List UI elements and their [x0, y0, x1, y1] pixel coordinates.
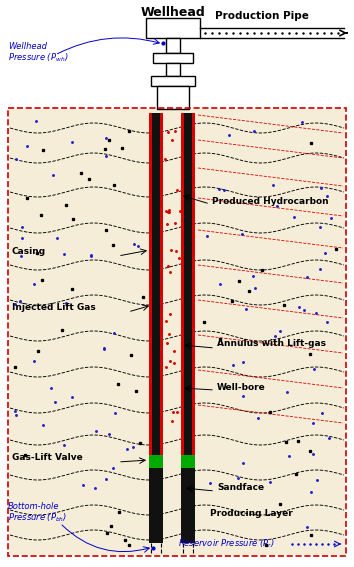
Text: Well-bore: Well-bore — [217, 383, 266, 391]
Bar — [181, 455, 195, 468]
Text: Production Pipe: Production Pipe — [215, 11, 309, 21]
Bar — [8, 108, 346, 556]
Text: Pressure ($P_{wh}$): Pressure ($P_{wh}$) — [8, 51, 68, 64]
Text: Injected Lift Gas: Injected Lift Gas — [12, 303, 96, 312]
Text: Producing Layer: Producing Layer — [210, 510, 293, 518]
Text: Bottom-hole: Bottom-hole — [8, 502, 59, 511]
Text: Gas-Lift Valve: Gas-Lift Valve — [12, 454, 83, 463]
Text: Pressure ($P_{bh}$): Pressure ($P_{bh}$) — [8, 511, 67, 523]
Text: Reservoir Pressure ($P_r$): Reservoir Pressure ($P_r$) — [178, 538, 275, 550]
Bar — [151, 76, 195, 86]
Text: Wellhead: Wellhead — [141, 6, 205, 19]
Bar — [149, 455, 163, 468]
Text: Wellhead: Wellhead — [8, 42, 47, 51]
Bar — [153, 53, 193, 63]
Bar — [149, 113, 163, 455]
Bar — [8, 108, 346, 556]
Bar — [181, 468, 195, 543]
Bar — [152, 113, 160, 455]
Bar — [184, 113, 192, 455]
Text: Casing: Casing — [12, 248, 46, 256]
Text: Produced Hydrocarbon: Produced Hydrocarbon — [212, 197, 329, 205]
Bar — [166, 38, 180, 53]
Bar — [157, 86, 189, 109]
Bar — [166, 63, 180, 76]
Bar — [149, 468, 163, 543]
Text: Sandface: Sandface — [217, 483, 264, 492]
Bar — [181, 113, 195, 455]
Bar — [146, 18, 200, 38]
Text: Annulus with Lift-gas: Annulus with Lift-gas — [217, 340, 326, 349]
Bar — [9, 109, 345, 555]
